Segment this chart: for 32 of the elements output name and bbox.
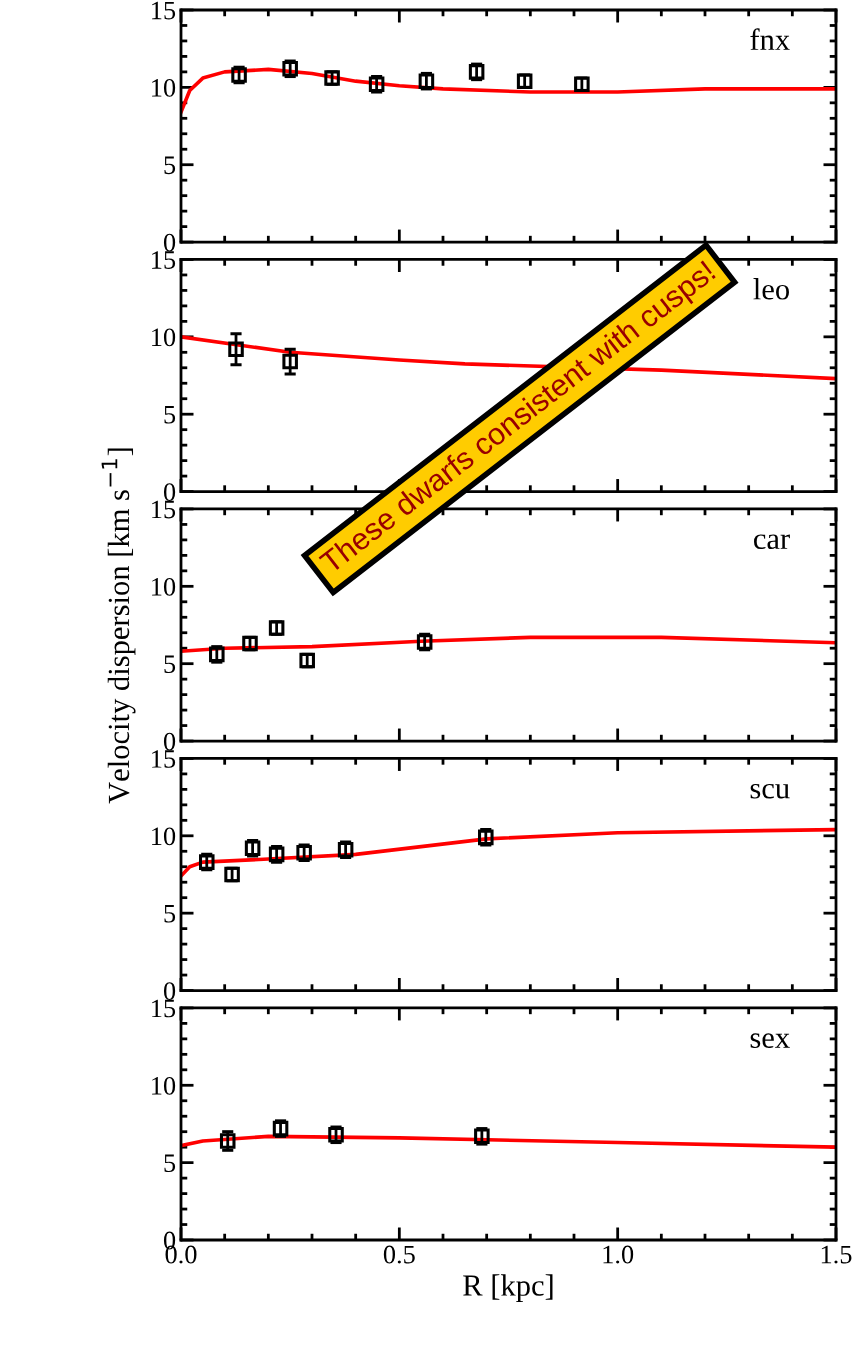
y-tick-label: 15 bbox=[152, 251, 176, 269]
y-tick-label: 15 bbox=[152, 750, 176, 768]
x-tick-label: 1.0 bbox=[603, 1245, 634, 1264]
x-tick-label: 0.5 bbox=[383, 1245, 415, 1264]
y-tick-label: 15 bbox=[152, 1, 176, 20]
y-tick-label: 0 bbox=[163, 982, 176, 1000]
y-tick-label: 0 bbox=[163, 483, 176, 501]
text: sex bbox=[750, 1033, 790, 1049]
x-tick-label: 1.5 bbox=[821, 1245, 852, 1264]
line-series bbox=[181, 827, 836, 878]
chart-title: leo bbox=[753, 278, 789, 300]
y-tick-label: 0 bbox=[163, 732, 176, 751]
y-tick-label: 5 bbox=[164, 655, 176, 674]
line-series bbox=[181, 67, 836, 114]
y-axis-title: Velocity dispersion [km s$^{−1}$] bbox=[101, 448, 136, 804]
y-tick-label: 5 bbox=[164, 156, 176, 175]
y-tick-label: 5 bbox=[164, 1154, 176, 1173]
text: car bbox=[754, 534, 790, 550]
y-tick-label: 15 bbox=[152, 500, 176, 519]
y-tick-label: 5 bbox=[164, 406, 176, 424]
line-series bbox=[181, 1134, 836, 1149]
y-tick-label: 10 bbox=[152, 328, 176, 347]
text: scu bbox=[750, 783, 790, 799]
y-tick-label: 10 bbox=[152, 827, 176, 846]
x-axis-title: R [kpc] bbox=[463, 1274, 553, 1303]
y-tick-label: 15 bbox=[152, 999, 176, 1018]
y-tick-label: 5 bbox=[164, 905, 176, 923]
y-tick-label: 10 bbox=[152, 1076, 176, 1095]
y-tick-label: 10 bbox=[152, 577, 176, 596]
chart-title: fnx bbox=[750, 28, 790, 50]
y-tick-label: 10 bbox=[152, 78, 176, 97]
y-tick-label: 0 bbox=[163, 233, 176, 252]
